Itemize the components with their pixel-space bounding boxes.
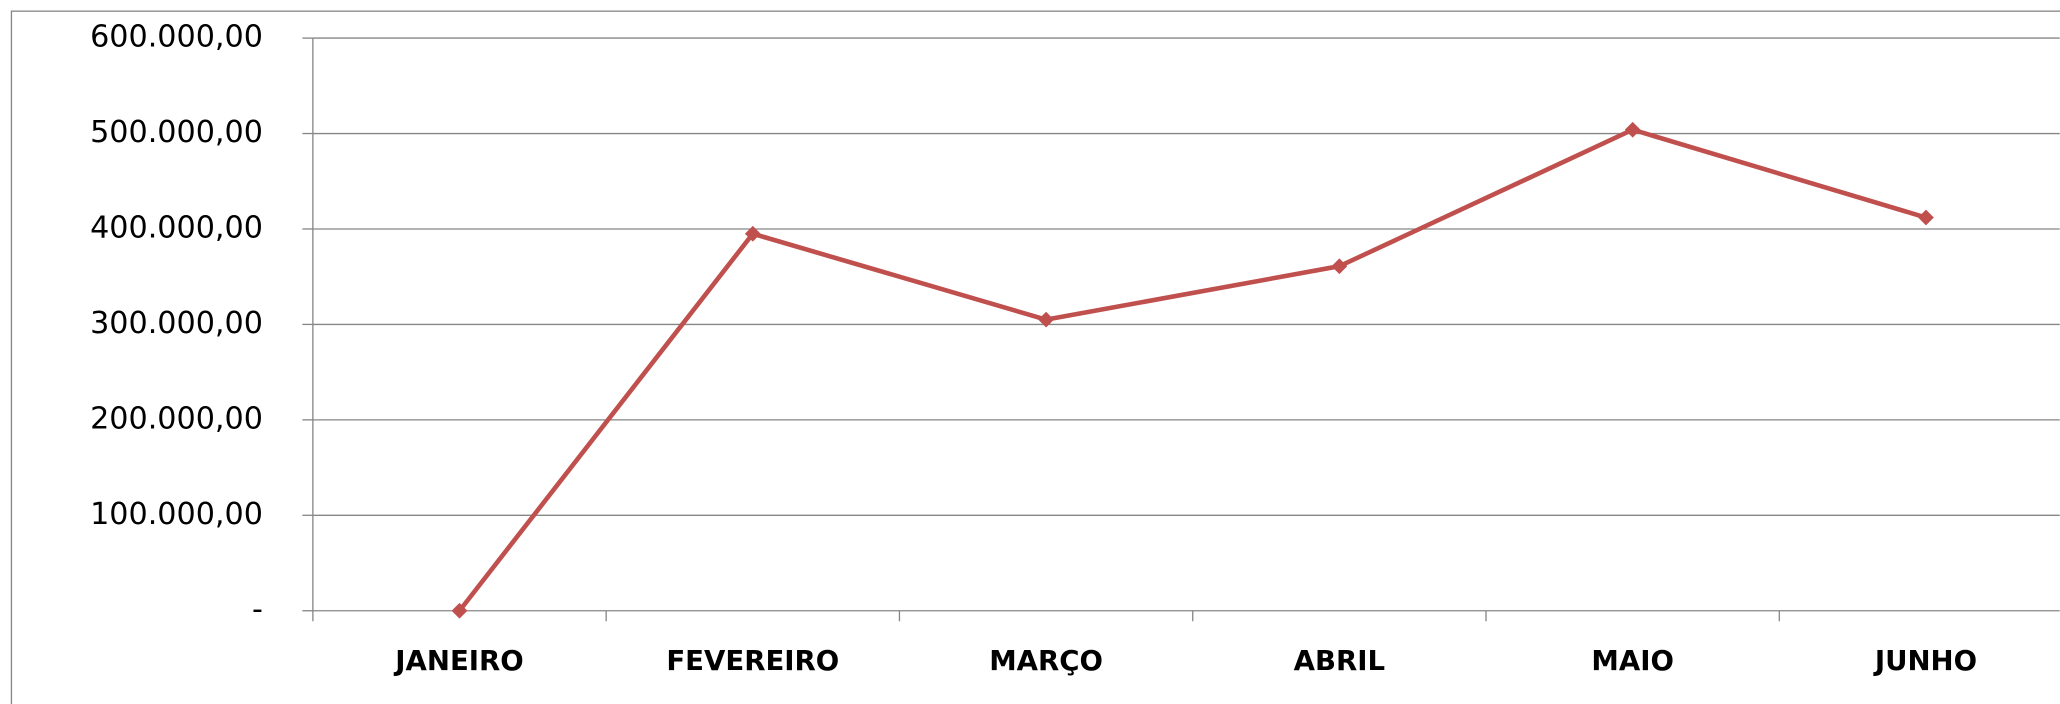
y-tick-label: 300.000,00 — [90, 306, 263, 341]
y-tick-label: 200.000,00 — [90, 401, 263, 436]
y-tick-label: 400.000,00 — [90, 210, 263, 245]
y-tick-label: 100.000,00 — [90, 497, 263, 532]
x-tick-label: MARÇO — [989, 644, 1103, 677]
y-tick-label: 500.000,00 — [90, 115, 263, 150]
data-point — [451, 602, 468, 619]
x-tick-label: MAIO — [1591, 644, 1674, 677]
x-tick-label: JUNHO — [1873, 644, 1977, 677]
line-series — [457, 127, 1927, 613]
x-tick-label: ABRIL — [1294, 644, 1385, 677]
y-tick-label: 600.000,00 — [90, 20, 263, 55]
chart-frame — [10, 10, 2060, 704]
x-tick-label: FEVEREIRO — [666, 644, 839, 677]
x-tick-label: JANEIRO — [393, 644, 523, 677]
data-point — [1918, 209, 1934, 226]
data-point — [1038, 311, 1054, 328]
y-tick-label: - — [252, 592, 263, 627]
data-point — [1331, 258, 1348, 275]
